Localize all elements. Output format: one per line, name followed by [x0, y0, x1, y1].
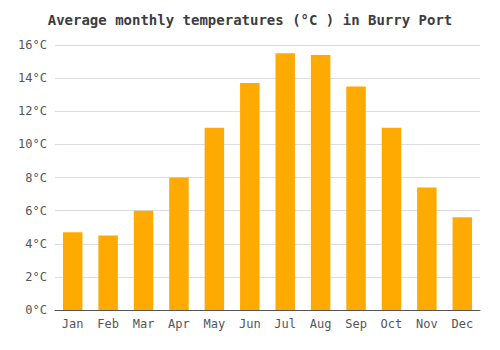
svg-text:6°C: 6°C — [25, 204, 47, 218]
svg-text:Apr: Apr — [168, 317, 190, 331]
svg-text:0°C: 0°C — [25, 303, 47, 317]
svg-text:2°C: 2°C — [25, 270, 47, 284]
svg-text:Jul: Jul — [274, 317, 296, 331]
svg-text:Oct: Oct — [381, 317, 403, 331]
svg-text:Average monthly temperatures (: Average monthly temperatures (°C ) in Bu… — [48, 12, 453, 28]
svg-text:8°C: 8°C — [25, 171, 47, 185]
svg-text:Jun: Jun — [239, 317, 261, 331]
svg-text:Sep: Sep — [345, 317, 367, 331]
svg-text:14°C: 14°C — [18, 71, 47, 85]
svg-text:Jan: Jan — [62, 317, 84, 331]
svg-text:Feb: Feb — [97, 317, 119, 331]
svg-text:Aug: Aug — [310, 317, 332, 331]
svg-text:12°C: 12°C — [18, 104, 47, 118]
svg-text:16°C: 16°C — [18, 38, 47, 52]
svg-text:May: May — [204, 317, 226, 331]
svg-text:10°C: 10°C — [18, 137, 47, 151]
svg-text:4°C: 4°C — [25, 237, 47, 251]
svg-text:Mar: Mar — [133, 317, 155, 331]
svg-text:Dec: Dec — [451, 317, 473, 331]
svg-text:Nov: Nov — [416, 317, 438, 331]
